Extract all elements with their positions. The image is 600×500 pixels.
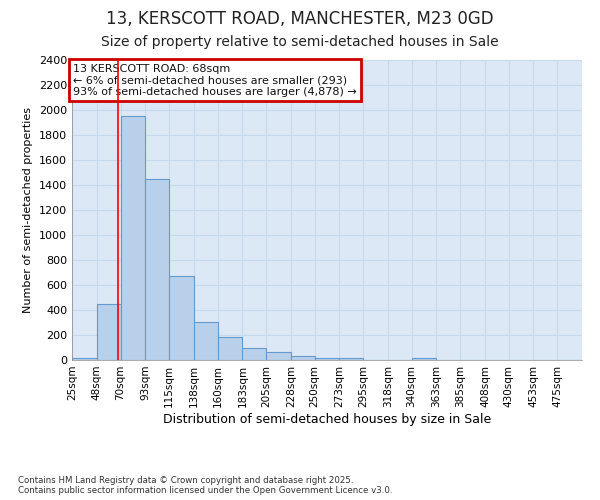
Bar [169, 276, 194, 360]
Text: Contains HM Land Registry data © Crown copyright and database right 2025.
Contai: Contains HM Land Registry data © Crown c… [18, 476, 392, 495]
Text: 13 KERSCOTT ROAD: 68sqm
← 6% of semi-detached houses are smaller (293)
93% of se: 13 KERSCOTT ROAD: 68sqm ← 6% of semi-det… [73, 64, 357, 97]
Bar [340, 358, 363, 360]
Bar [266, 352, 291, 360]
Bar [412, 358, 436, 360]
Bar [314, 358, 340, 360]
Text: 13, KERSCOTT ROAD, MANCHESTER, M23 0GD: 13, KERSCOTT ROAD, MANCHESTER, M23 0GD [106, 10, 494, 28]
Bar [291, 356, 314, 360]
Bar [145, 179, 169, 360]
Y-axis label: Number of semi-detached properties: Number of semi-detached properties [23, 107, 34, 313]
Text: Size of property relative to semi-detached houses in Sale: Size of property relative to semi-detach… [101, 35, 499, 49]
Bar [194, 322, 218, 360]
Bar [121, 116, 145, 360]
Bar [97, 304, 121, 360]
Bar [72, 358, 97, 360]
Bar [242, 348, 266, 360]
X-axis label: Distribution of semi-detached houses by size in Sale: Distribution of semi-detached houses by … [163, 412, 491, 426]
Bar [218, 337, 242, 360]
